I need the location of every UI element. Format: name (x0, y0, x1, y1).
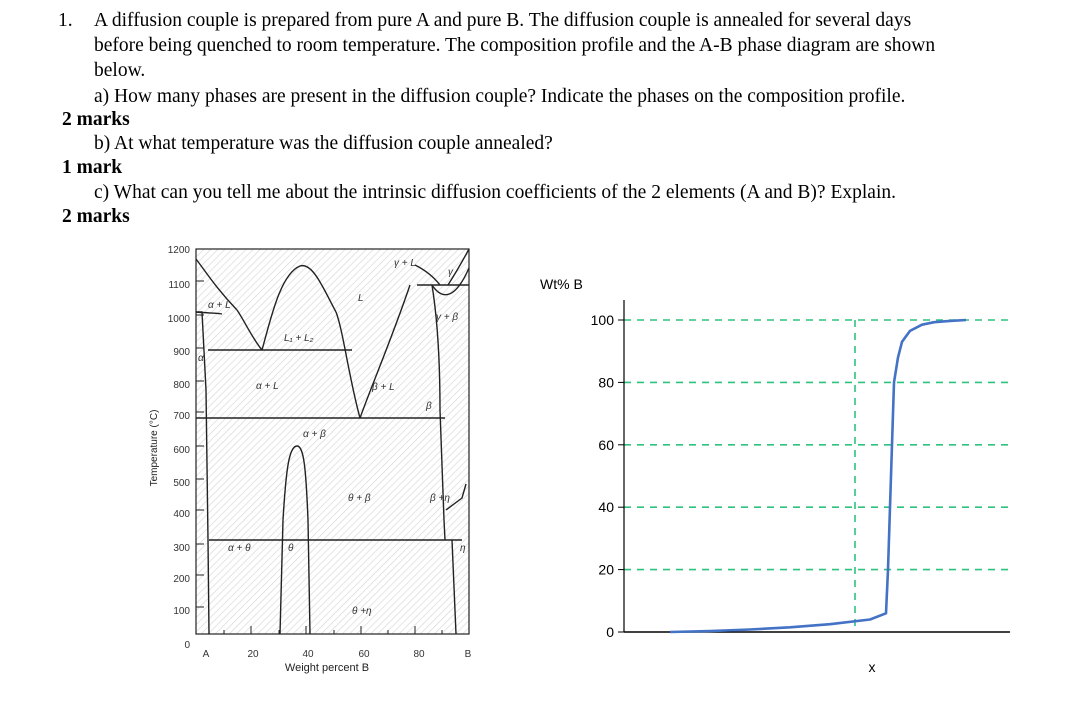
y-tick-label: 300 (173, 543, 190, 554)
x-tick-label: 20 (247, 649, 259, 660)
phase-boundaries (195, 248, 470, 635)
region-label-theta-eta: θ +η (352, 606, 372, 617)
y-tick-label: 900 (173, 347, 190, 358)
region-label-alpha-l-top: α + L (208, 300, 231, 311)
part-a-marks: 2 marks (62, 109, 130, 130)
region-label-beta-eta: β +η (429, 493, 450, 504)
region-label-eta: η (460, 543, 466, 554)
region-label-l: L (358, 293, 364, 304)
y-tick-label: 700 (173, 411, 190, 422)
region-label-alpha-l: α + L (256, 381, 279, 392)
y-ticks (196, 280, 204, 608)
y-tick-label: 80 (598, 374, 614, 390)
y-tick-label: 0 (606, 624, 614, 640)
region-label-beta-l: β + L (371, 382, 395, 393)
y-tick-label: 60 (598, 437, 614, 453)
intro-line-1: A diffusion couple is prepared from pure… (94, 10, 912, 31)
chart-x-axis-title: x (869, 659, 876, 675)
region-label-beta: β (425, 401, 432, 412)
y-tick-label: 800 (173, 380, 190, 391)
chart-y-axis-title: Wt% B (540, 276, 583, 292)
phase-diagram: 1200 1100 1000 900 800 700 600 500 400 3… (149, 245, 472, 674)
part-a-text: a) How many phases are present in the di… (94, 86, 906, 107)
region-labels: γ + L γ α + L L₁ + L₂ L γ + β α α + L β … (198, 258, 466, 617)
composition-profile-chart: Wt% B x 0 20 40 60 80 100 (540, 276, 1010, 675)
y-tick-label: 100 (591, 312, 615, 328)
x-axis-label: Weight percent B (285, 662, 369, 674)
y-tick-label: 1000 (168, 314, 191, 325)
diagram-frame (195, 248, 470, 635)
x-tick-label: 80 (413, 649, 425, 660)
x-ticks (223, 626, 443, 634)
intro-line-3: below. (94, 60, 146, 81)
y-tick-label: 1200 (168, 245, 191, 256)
region-label-alpha-theta: α + θ (228, 543, 251, 554)
y-tick-label: 40 (598, 499, 614, 515)
region-label-theta: θ (288, 543, 294, 554)
region-label-alpha-beta: α + β (303, 429, 326, 440)
x-tick-label: 40 (302, 649, 314, 660)
y-tick-label: 600 (173, 445, 190, 456)
diagram-background (196, 249, 469, 634)
question-number: 1. (58, 10, 73, 31)
part-b-text: b) At what temperature was the diffusion… (94, 133, 553, 154)
part-c-marks: 2 marks (62, 206, 130, 227)
x-tick-label: A (203, 649, 210, 660)
y-tick-label: 400 (173, 509, 190, 520)
y-tick-labels: 1200 1100 1000 900 800 700 600 500 400 3… (168, 245, 191, 651)
y-tick-label: 200 (173, 574, 190, 585)
region-label-alpha: α (198, 353, 204, 364)
y-tick-label: 20 (598, 562, 614, 578)
y-tick-label: 1100 (168, 280, 190, 291)
x-tick-labels: A 20 40 60 80 B (203, 649, 472, 660)
y-tick-label: 500 (173, 478, 190, 489)
part-b-marks: 1 mark (62, 157, 123, 178)
region-label-gamma-l: γ + L (394, 258, 416, 269)
region-label-gamma: γ (448, 267, 454, 278)
y-tick-label: 0 (184, 640, 190, 651)
composition-profile-line (669, 318, 967, 634)
region-label-l1-l2: L₁ + L₂ (284, 333, 314, 344)
y-tick-label: 100 (173, 606, 190, 617)
region-label-gamma-beta: γ + β (436, 312, 458, 323)
intro-line-2: before being quenched to room temperatur… (94, 35, 936, 56)
x-tick-label: B (465, 649, 472, 660)
part-c-text: c) What can you tell me about the intrin… (94, 182, 896, 203)
region-label-theta-beta: θ + β (348, 493, 371, 504)
x-tick-label: 60 (358, 649, 370, 660)
y-axis-label: Temperature (°C) (149, 410, 160, 487)
